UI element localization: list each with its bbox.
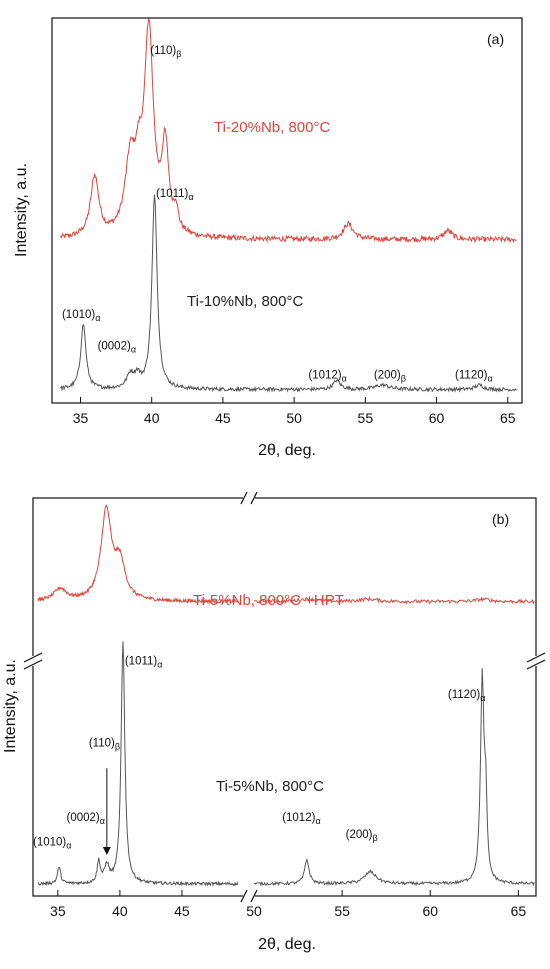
panel-b-peak-label: (1120)α bbox=[448, 689, 486, 703]
panel-a-peak-label: (110)β bbox=[150, 45, 181, 59]
panel-b-peak-label: (200)β bbox=[346, 829, 378, 843]
series-a-gray-label: Ti-10%Nb, 800°C bbox=[187, 293, 303, 310]
panel-a-tick-label: 65 bbox=[500, 410, 516, 426]
panel-a-ylabel: Intensity, a.u. bbox=[13, 163, 30, 257]
panel-a-tick-label: 60 bbox=[429, 410, 445, 426]
axis-break-left-slash bbox=[23, 659, 43, 670]
panel-a-xlabel: 2θ, deg. bbox=[258, 442, 316, 459]
panel-a-tick-label: 55 bbox=[358, 410, 374, 426]
panel-a-tick-label: 45 bbox=[215, 410, 231, 426]
beta-peak-arrowhead bbox=[102, 846, 111, 855]
axis-break-right-slash bbox=[526, 659, 546, 670]
panel-b-peak-label: (1012)α bbox=[282, 812, 320, 826]
panel-a: 35 40 45 50 55 60 65 (110)β (1011)α (1010)α (0002… bbox=[13, 17, 523, 459]
axis-break-bottom-gap bbox=[243, 888, 255, 904]
panel-b-tick-label: 50 bbox=[246, 903, 262, 919]
panel-b-ylabel: Intensity, a.u. bbox=[2, 659, 19, 753]
panel-b-tick-label: 45 bbox=[174, 903, 190, 919]
axis-break-top-slash bbox=[240, 491, 248, 505]
panel-b-tick-label: 65 bbox=[511, 903, 527, 919]
axis-break-right-gap bbox=[527, 656, 545, 666]
panel-b-peak-labels: (1011)α (110)β (1120)α (1010)α (0002)α (1012)… bbox=[33, 655, 485, 855]
panel-a-series bbox=[60, 18, 517, 393]
panel-a-frame bbox=[51, 17, 523, 404]
axis-break-top-slash bbox=[250, 491, 258, 505]
panel-b-frame bbox=[32, 497, 537, 897]
panel-a-label: (a) bbox=[487, 31, 504, 47]
panel-b-series-line-0-seg0 bbox=[37, 504, 239, 605]
panel-b-series bbox=[37, 504, 535, 888]
panel-a-tick-label: 40 bbox=[144, 410, 160, 426]
panel-a-tick-label: 50 bbox=[286, 410, 302, 426]
series-a-red-label: Ti-20%Nb, 800°C bbox=[214, 119, 330, 136]
panel-b-xlabel: 2θ, deg. bbox=[258, 936, 316, 953]
series-b-gray-label: Ti-5%Nb, 800°C bbox=[216, 778, 324, 795]
panel-b: 35 40 45 50 55 60 65 (1011)α (110)β (1120)α (1010… bbox=[2, 490, 546, 953]
panel-a-series-line-1 bbox=[60, 194, 517, 393]
panel-a-peak-label: (1011)α bbox=[156, 188, 194, 202]
panel-b-series-line-1-seg1 bbox=[253, 668, 535, 887]
panel-b-peak-label: (1011)α bbox=[125, 655, 163, 669]
panel-b-series-line-1-seg0 bbox=[37, 641, 239, 888]
panel-a-peak-label: (1120)α bbox=[455, 369, 493, 383]
axis-break-right-slash bbox=[526, 652, 546, 663]
panel-a-peak-label: (200)β bbox=[374, 369, 406, 383]
panel-b-tick-label: 35 bbox=[50, 903, 66, 919]
panel-b-peak-label: (110)β bbox=[89, 737, 120, 751]
panel-b-peak-label: (0002)α bbox=[67, 812, 105, 826]
panel-b-tick-label: 60 bbox=[422, 903, 438, 919]
panel-a-peak-labels: (110)β (1011)α (1010)α (0002)α (1012)α (200)β… bbox=[62, 45, 493, 384]
panel-a-peak-label: (1012)α bbox=[308, 369, 346, 383]
panel-a-tick-label: 35 bbox=[73, 410, 89, 426]
panel-b-x-ticks: 35 40 45 50 55 60 65 bbox=[50, 890, 526, 919]
axis-break-left-gap bbox=[24, 656, 42, 666]
series-b-red-label: Ti-5%Nb, 800°C +HPT bbox=[193, 592, 344, 609]
panel-b-tick-label: 55 bbox=[334, 903, 350, 919]
axis-break-top-gap bbox=[243, 490, 255, 506]
panel-a-peak-label: (0002)α bbox=[98, 340, 136, 354]
axis-break-bottom-slash bbox=[250, 889, 258, 903]
panel-a-peak-label: (1010)α bbox=[62, 309, 100, 323]
panel-b-tick-label: 40 bbox=[112, 903, 128, 919]
panel-a-series-line-0 bbox=[60, 18, 517, 244]
axis-break-left-slash bbox=[23, 652, 43, 663]
panel-b-label: (b) bbox=[492, 511, 509, 527]
panel-a-x-ticks: 35 40 45 50 55 60 65 bbox=[73, 397, 516, 426]
panel-b-peak-label: (1010)α bbox=[33, 836, 71, 850]
panel-b-series-line-0-seg1 bbox=[254, 596, 535, 605]
panel-b-axis-breaks bbox=[23, 490, 546, 904]
axis-break-bottom-slash bbox=[240, 889, 248, 903]
